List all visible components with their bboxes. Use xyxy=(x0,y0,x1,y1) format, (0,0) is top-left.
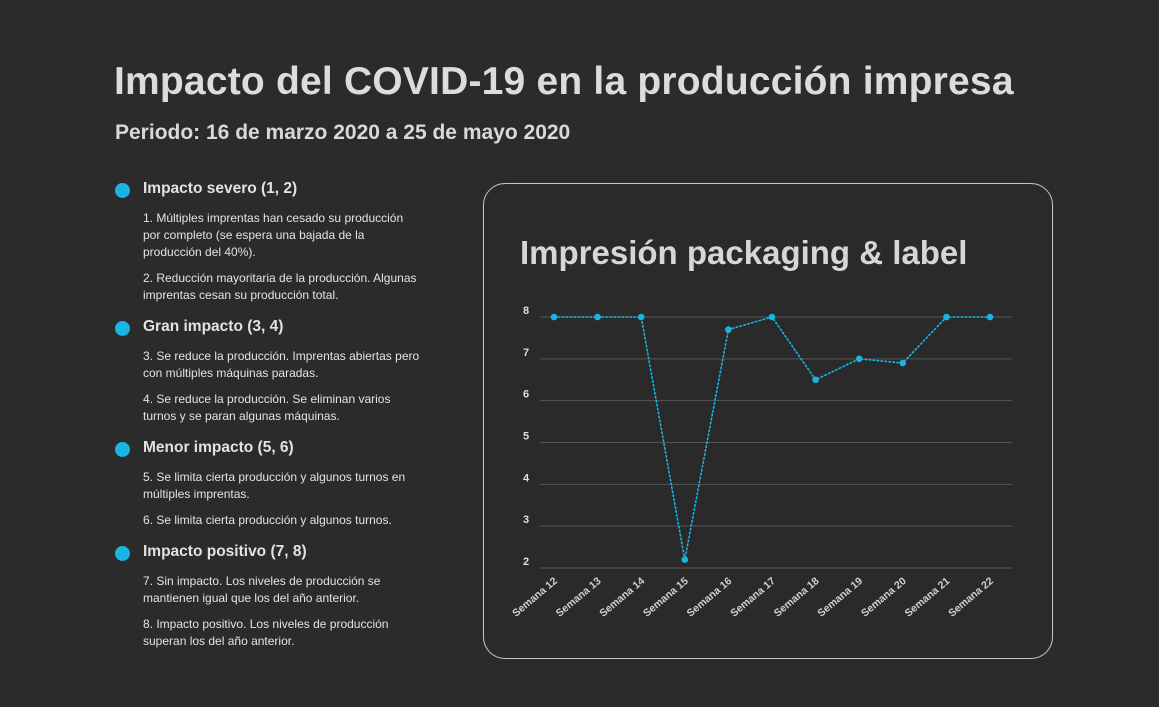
x-tick-label: Semana 22 xyxy=(946,575,996,620)
impact-legend: Impacto severo (1, 2) 1. Múltiples impre… xyxy=(115,178,435,662)
legend-group-great: Gran impacto (3, 4) 3. Se reduce la prod… xyxy=(115,316,435,425)
x-tick-label: Semana 18 xyxy=(772,575,822,620)
page-title: Impacto del COVID-19 en la producción im… xyxy=(114,60,1014,103)
y-tick-label: 5 xyxy=(523,431,529,443)
data-point-8 xyxy=(855,355,863,363)
data-point-4 xyxy=(681,556,689,563)
data-point-6 xyxy=(768,313,776,321)
legend-item: 2. Reducción mayoritaria de la producció… xyxy=(143,271,417,302)
legend-item: 6. Se limita cierta producción y algunos… xyxy=(143,513,392,527)
data-point-5 xyxy=(725,326,732,333)
chart-card: Impresión packaging & label 2 3 4 5 6 7 8 Seman… xyxy=(483,183,1053,659)
chart-title: Impresión packaging & label xyxy=(520,234,968,271)
x-tick-label: Semana 17 xyxy=(728,575,778,620)
legend-group-positive: Impacto positivo (7, 8) 7. Sin impacto. … xyxy=(115,541,435,650)
data-point-7 xyxy=(812,376,819,384)
x-tick-label: Semana 14 xyxy=(597,575,647,620)
bullet-dot-icon xyxy=(115,183,130,198)
x-tick-label: Semana 20 xyxy=(859,575,909,620)
legend-group-title: Menor impacto (5, 6) xyxy=(143,439,294,456)
x-tick-label: Semana 12 xyxy=(510,575,560,620)
data-point-3 xyxy=(637,313,645,321)
bullet-dot-icon xyxy=(115,321,130,336)
data-point-11 xyxy=(986,313,994,321)
page-subtitle: Periodo: 16 de marzo 2020 a 25 de mayo 2… xyxy=(115,121,571,144)
bullet-dot-icon xyxy=(115,442,130,457)
y-tick-label: 8 xyxy=(523,305,529,317)
x-tick-label: Semana 21 xyxy=(903,575,953,620)
legend-item: 4. Se reduce la producción. Se eliminan … xyxy=(143,392,391,423)
legend-group-title: Impacto severo (1, 2) xyxy=(143,180,298,197)
y-tick-label: 6 xyxy=(523,389,529,401)
legend-item: 3. Se reduce la producción. Imprentas ab… xyxy=(143,349,420,380)
data-point-2 xyxy=(594,313,601,321)
legend-item: 1. Múltiples imprentas han cesado su pro… xyxy=(143,211,404,259)
y-tick-label: 2 xyxy=(523,556,529,568)
legend-group-severe: Impacto severo (1, 2) 1. Múltiples impre… xyxy=(115,178,435,304)
series-line xyxy=(553,316,991,560)
x-tick-label: Semana 19 xyxy=(815,575,865,620)
legend-group-title: Gran impacto (3, 4) xyxy=(143,318,284,335)
y-tick-label: 4 xyxy=(523,472,530,484)
y-tick-label: 7 xyxy=(523,347,529,359)
legend-item: 8. Impacto positivo. Los niveles de prod… xyxy=(143,617,389,648)
x-tick-label: Semana 13 xyxy=(554,575,604,620)
legend-item: 7. Sin impacto. Los niveles de producció… xyxy=(143,574,381,605)
y-tick-label: 3 xyxy=(523,514,529,526)
x-tick-label: Semana 15 xyxy=(641,575,691,620)
data-point-1 xyxy=(550,313,558,321)
legend-group-title: Impacto positivo (7, 8) xyxy=(143,543,307,560)
x-tick-label: Semana 16 xyxy=(685,575,735,620)
legend-group-minor: Menor impacto (5, 6) 5. Se limita cierta… xyxy=(115,437,435,529)
bullet-dot-icon xyxy=(115,546,130,561)
legend-item: 5. Se limita cierta producción y algunos… xyxy=(143,470,406,501)
data-point-10 xyxy=(943,313,950,321)
data-point-9 xyxy=(899,359,907,367)
